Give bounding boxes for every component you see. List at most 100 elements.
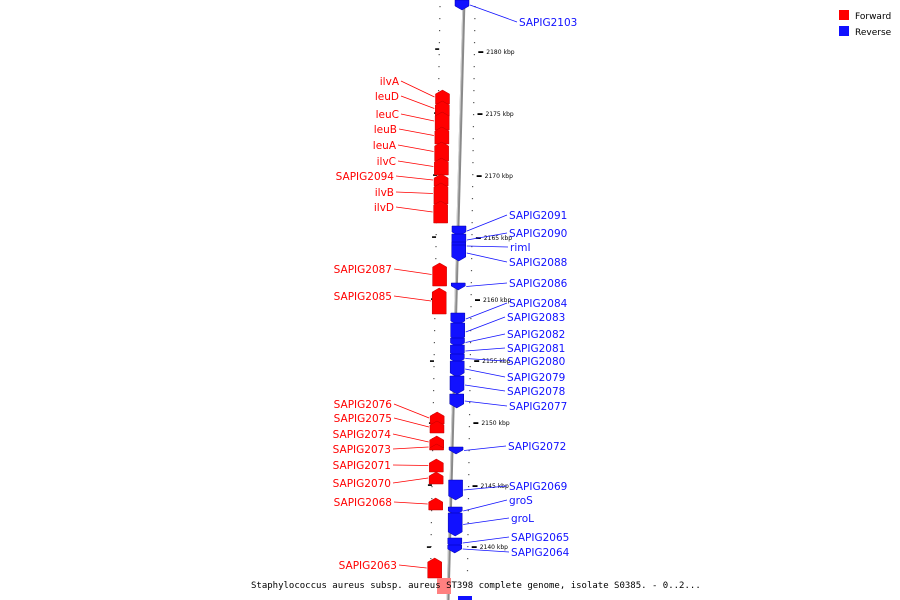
forward-dot bbox=[430, 558, 432, 560]
reverse-dot bbox=[474, 30, 476, 32]
forward-gene-sapig2068[interactable] bbox=[428, 497, 443, 511]
reverse-gene-label[interactable]: groL bbox=[511, 513, 534, 525]
scale-tick-label: 2145 kbp bbox=[481, 483, 509, 490]
reverse-gene-label[interactable]: SAPIG2088 bbox=[509, 257, 567, 269]
reverse-gene-sapig2072[interactable] bbox=[448, 446, 464, 455]
forward-gene-label[interactable]: SAPIG2074 bbox=[333, 429, 392, 441]
forward-gene-label[interactable]: ilvD bbox=[374, 202, 394, 214]
forward-gene-label[interactable]: ilvC bbox=[377, 156, 396, 168]
forward-gene-label[interactable]: SAPIG2076 bbox=[334, 399, 393, 411]
forward-gene-sapig2063[interactable] bbox=[427, 557, 442, 579]
reverse-gene-label[interactable]: SAPIG2091 bbox=[509, 210, 567, 222]
forward-dot bbox=[431, 498, 433, 500]
reverse-gene-sapig2086[interactable] bbox=[450, 282, 466, 291]
reverse-gene-label[interactable]: SAPIG2079 bbox=[507, 372, 565, 384]
forward-tick bbox=[426, 546, 431, 548]
scale-tick bbox=[472, 485, 478, 487]
forward-gene-ilvd[interactable] bbox=[433, 200, 448, 224]
reverse-gene-leader bbox=[469, 4, 518, 23]
legend: Forward Reverse bbox=[839, 10, 892, 38]
forward-gene-label[interactable]: SAPIG2070 bbox=[333, 478, 391, 490]
reverse-dot bbox=[469, 354, 471, 356]
forward-gene-label[interactable]: SAPIG2087 bbox=[334, 264, 392, 276]
reverse-gene-label[interactable]: groS bbox=[509, 495, 533, 507]
forward-gene-label[interactable]: ilvA bbox=[380, 76, 400, 88]
reverse-gene-sapig2069[interactable] bbox=[448, 479, 463, 501]
reverse-dot bbox=[468, 426, 471, 428]
genome-caption: Staphylococcus aureus subsp. aureus ST39… bbox=[251, 581, 701, 591]
reverse-dot bbox=[470, 270, 473, 272]
reverse-gene-label[interactable]: rimI bbox=[510, 242, 531, 254]
forward-dot bbox=[439, 6, 441, 8]
reverse-dot bbox=[471, 246, 473, 248]
reverse-gene-label[interactable]: SAPIG2083 bbox=[507, 312, 565, 324]
reverse-gene-label[interactable]: SAPIG2103 bbox=[519, 17, 577, 29]
reverse-gene-label[interactable]: SAPIG2069 bbox=[509, 481, 567, 493]
forward-gene-sapig2085[interactable] bbox=[431, 287, 447, 315]
forward-gene-label[interactable]: leuC bbox=[376, 109, 399, 121]
legend-swatch-forward bbox=[839, 10, 849, 20]
reverse-dot bbox=[467, 546, 469, 548]
reverse-dot bbox=[472, 114, 475, 116]
reverse-gene-label[interactable]: SAPIG2065 bbox=[511, 532, 569, 544]
forward-gene-label[interactable]: SAPIG2075 bbox=[334, 413, 392, 425]
forward-gene-leader bbox=[393, 501, 428, 505]
reverse-dot bbox=[473, 66, 475, 68]
forward-gene-label[interactable]: SAPIG2063 bbox=[339, 560, 397, 572]
forward-gene-label[interactable]: leuB bbox=[374, 124, 397, 136]
reverse-gene-sapig2088[interactable] bbox=[451, 244, 466, 262]
legend-label-reverse: Reverse bbox=[855, 28, 892, 38]
reverse-gene-label[interactable]: SAPIG2082 bbox=[507, 329, 565, 341]
forward-gene-label[interactable]: SAPIG2094 bbox=[336, 171, 395, 183]
reverse-gene-label[interactable]: SAPIG2090 bbox=[509, 228, 567, 240]
reverse-dot bbox=[473, 78, 475, 80]
forward-gene-label[interactable]: SAPIG2071 bbox=[333, 460, 391, 472]
forward-gene-leub[interactable] bbox=[434, 126, 450, 145]
forward-gene-label[interactable]: SAPIG2073 bbox=[333, 444, 391, 456]
forward-gene-partial[interactable] bbox=[437, 578, 451, 594]
reverse-gene-sapig2079[interactable] bbox=[449, 360, 465, 378]
reverse-gene-leader bbox=[466, 252, 508, 263]
forward-gene-sapig2075[interactable] bbox=[429, 420, 445, 434]
forward-gene-label[interactable]: leuD bbox=[375, 91, 399, 103]
forward-gene-sapig2073[interactable] bbox=[429, 443, 444, 451]
reverse-dot bbox=[469, 378, 471, 380]
forward-gene-sapig2071[interactable] bbox=[429, 458, 444, 473]
forward-gene-sapig2087[interactable] bbox=[432, 262, 447, 287]
reverse-gene-label[interactable]: SAPIG2078 bbox=[507, 386, 565, 398]
forward-dot bbox=[435, 258, 437, 260]
reverse-gene-sapig2078[interactable] bbox=[449, 375, 465, 395]
forward-gene-label[interactable]: ilvB bbox=[375, 187, 394, 199]
reverse-dot bbox=[468, 474, 470, 476]
reverse-gene-label[interactable]: SAPIG2084 bbox=[509, 298, 568, 310]
reverse-gene-sapig2077[interactable] bbox=[449, 393, 464, 409]
reverse-dot bbox=[468, 486, 470, 488]
forward-gene-leader bbox=[393, 268, 432, 275]
forward-gene-label[interactable]: SAPIG2085 bbox=[334, 291, 392, 303]
reverse-gene-label[interactable]: SAPIG2072 bbox=[508, 441, 566, 453]
reverse-gene-partial[interactable] bbox=[458, 596, 472, 600]
reverse-gene-label[interactable]: SAPIG2080 bbox=[507, 356, 565, 368]
reverse-gene-label[interactable]: SAPIG2081 bbox=[507, 343, 565, 355]
forward-gene-ilvb[interactable] bbox=[433, 182, 449, 205]
reverse-dot bbox=[469, 390, 471, 392]
reverse-dot bbox=[467, 522, 469, 524]
forward-gene-label[interactable]: leuA bbox=[373, 140, 397, 152]
reverse-dot bbox=[472, 174, 474, 176]
legend-label-forward: Forward bbox=[855, 12, 891, 22]
reverse-gene-label[interactable]: SAPIG2064 bbox=[511, 547, 570, 559]
reverse-gene-grol[interactable] bbox=[447, 512, 463, 537]
forward-gene-label[interactable]: SAPIG2068 bbox=[334, 497, 392, 509]
reverse-gene-sapig2103[interactable] bbox=[454, 0, 470, 11]
reverse-dot bbox=[471, 210, 473, 212]
backbone-line bbox=[446, 0, 466, 600]
reverse-dot bbox=[470, 306, 472, 308]
forward-gene-sapig2070[interactable] bbox=[428, 471, 444, 485]
reverse-gene-leader bbox=[463, 485, 508, 491]
reverse-gene-leader bbox=[462, 548, 510, 553]
reverse-dot bbox=[472, 138, 474, 140]
forward-gene-ilvc[interactable] bbox=[434, 157, 449, 176]
reverse-gene-label[interactable]: SAPIG2086 bbox=[509, 278, 568, 290]
reverse-gene-sapig2064[interactable] bbox=[447, 544, 462, 554]
reverse-gene-label[interactable]: SAPIG2077 bbox=[509, 401, 567, 413]
